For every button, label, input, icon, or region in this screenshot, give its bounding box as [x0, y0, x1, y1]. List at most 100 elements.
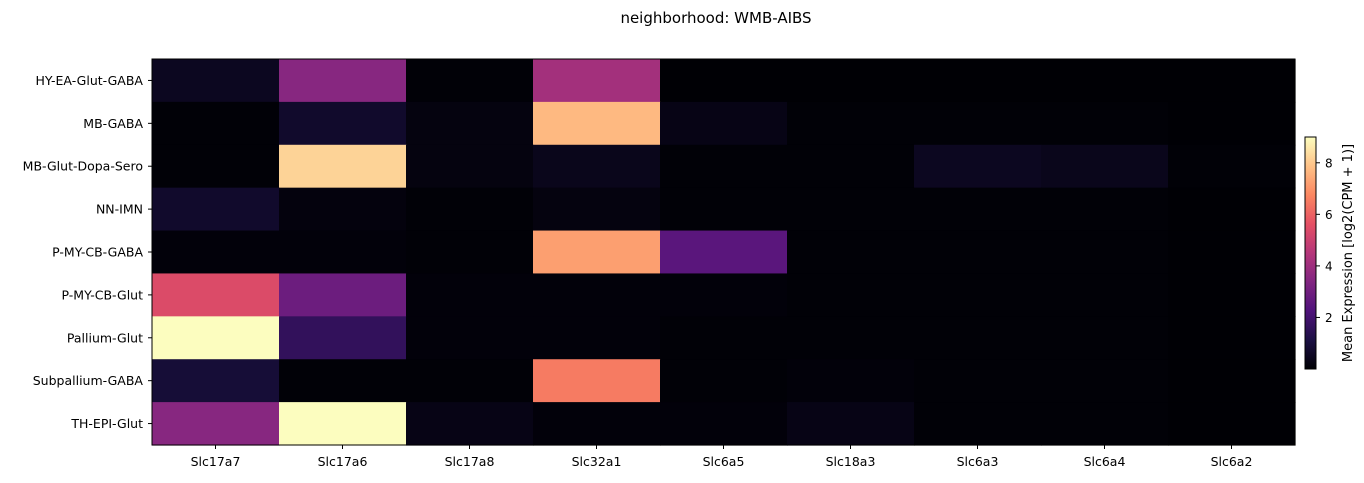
heatmap-cell	[787, 402, 915, 446]
colorbar-tick-label: 4	[1325, 259, 1333, 273]
colorbar: 2 4 6 8 Mean Expression [log2(CPM + 1)]	[1304, 136, 1356, 370]
y-tick-label: Pallium-Glut	[67, 330, 143, 345]
colorbar-tick-label: 8	[1325, 156, 1333, 170]
chart-title: neighborhood: WMB-AIBS	[620, 9, 811, 27]
colorbar-tick-label: 2	[1325, 311, 1333, 325]
heatmap-cell	[914, 59, 1042, 103]
heatmap-cell	[533, 144, 661, 189]
heatmap-cell	[914, 187, 1042, 232]
x-tick-label: Slc6a3	[957, 454, 999, 469]
heatmap-cell	[787, 187, 915, 232]
heatmap-cell	[406, 101, 534, 146]
heatmap-cell	[787, 101, 915, 146]
heatmap-cell	[279, 101, 407, 146]
heatmap-cell	[1041, 316, 1169, 360]
heatmap-cell	[787, 359, 915, 403]
heatmap-cell	[152, 316, 280, 360]
heatmap-cell	[152, 59, 280, 103]
heatmap-cell	[279, 316, 407, 360]
heatmap-cell	[533, 59, 661, 103]
x-tick-label: Slc17a6	[318, 454, 368, 469]
heatmap-cell	[533, 101, 661, 146]
heatmap-cell	[152, 230, 280, 275]
y-tick-label: MB-Glut-Dopa-Sero	[23, 159, 143, 174]
heatmap-cell	[1041, 273, 1169, 317]
y-tick-label: TH-EPI-Glut	[70, 416, 143, 431]
heatmap-cell	[914, 316, 1042, 360]
heatmap-cell	[787, 273, 915, 317]
heatmap-cell	[1168, 230, 1296, 275]
heatmap-cell	[787, 144, 915, 189]
heatmap-cell	[1168, 359, 1296, 403]
heatmap-cell	[1168, 187, 1296, 232]
heatmap-cell	[279, 402, 407, 446]
heatmap-cell	[152, 273, 280, 317]
colorbar-tick-label: 6	[1325, 208, 1333, 222]
heatmap-cell	[660, 144, 788, 189]
heatmap-cell	[787, 230, 915, 275]
heatmap-cell	[152, 101, 280, 146]
heatmap-cell	[279, 359, 407, 403]
heatmap-cell	[406, 316, 534, 360]
heatmap-cell	[1168, 101, 1296, 146]
heatmap-cell	[406, 144, 534, 189]
heatmap-cell	[533, 230, 661, 275]
heatmap-cell	[1041, 187, 1169, 232]
heatmap-cell	[406, 187, 534, 232]
x-tick-label: Slc18a3	[826, 454, 876, 469]
heatmap-cell	[787, 316, 915, 360]
heatmap-cell	[660, 273, 788, 317]
heatmap-cell	[406, 359, 534, 403]
heatmap-cell	[279, 273, 407, 317]
y-tick-label: P-MY-CB-Glut	[62, 287, 144, 302]
x-tick-label: Slc32a1	[572, 454, 622, 469]
x-tick-label: Slc17a8	[445, 454, 495, 469]
heatmap-cell	[914, 101, 1042, 146]
heatmap-cell	[660, 187, 788, 232]
heatmap-cell	[152, 359, 280, 403]
heatmap-cell	[533, 187, 661, 232]
heatmap-cells	[152, 59, 1296, 446]
y-tick-label: HY-EA-Glut-GABA	[35, 73, 143, 88]
heatmap-cell	[1041, 402, 1169, 446]
heatmap-cell	[914, 359, 1042, 403]
heatmap-cell	[279, 187, 407, 232]
heatmap-cell	[1041, 144, 1169, 189]
heatmap-cell	[914, 402, 1042, 446]
y-tick-label: MB-GABA	[83, 116, 143, 131]
x-axis: Slc17a7 Slc17a6 Slc17a8 Slc32a1 Slc6a5 Slc18a…	[191, 445, 1252, 469]
y-tick-label: P-MY-CB-GABA	[52, 245, 143, 260]
colorbar-ticks: 2 4 6 8	[1316, 156, 1333, 325]
heatmap-cell	[533, 402, 661, 446]
heatmap-cell	[533, 316, 661, 360]
heatmap-cell	[660, 316, 788, 360]
colorbar-label: Mean Expression [log2(CPM + 1)]	[1341, 144, 1356, 362]
heatmap-cell	[533, 273, 661, 317]
heatmap-cell	[914, 230, 1042, 275]
heatmap-cell	[279, 59, 407, 103]
heatmap-cell	[914, 144, 1042, 189]
y-axis: HY-EA-Glut-GABA MB-GABA MB-Glut-Dopa-Sero N…	[23, 73, 152, 431]
y-tick-label: NN-IMN	[96, 202, 143, 217]
heatmap-cell	[279, 144, 407, 189]
heatmap-cell	[1041, 59, 1169, 103]
heatmap-cell	[660, 59, 788, 103]
heatmap-cell	[1041, 359, 1169, 403]
heatmap-cell	[660, 101, 788, 146]
x-tick-label: Slc6a4	[1084, 454, 1126, 469]
heatmap-cell	[660, 230, 788, 275]
heatmap-cell	[660, 402, 788, 446]
heatmap-cell	[787, 59, 915, 103]
heatmap-cell	[1168, 144, 1296, 189]
heatmap-cell	[152, 402, 280, 446]
heatmap-cell	[152, 187, 280, 232]
x-tick-label: Slc17a7	[191, 454, 241, 469]
heatmap-cell	[406, 59, 534, 103]
heatmap-cell	[1168, 59, 1296, 103]
heatmap-cell	[1168, 273, 1296, 317]
colorbar-gradient	[1304, 136, 1317, 370]
heatmap-cell	[406, 273, 534, 317]
heatmap-cell	[152, 144, 280, 189]
heatmap-cell	[406, 402, 534, 446]
